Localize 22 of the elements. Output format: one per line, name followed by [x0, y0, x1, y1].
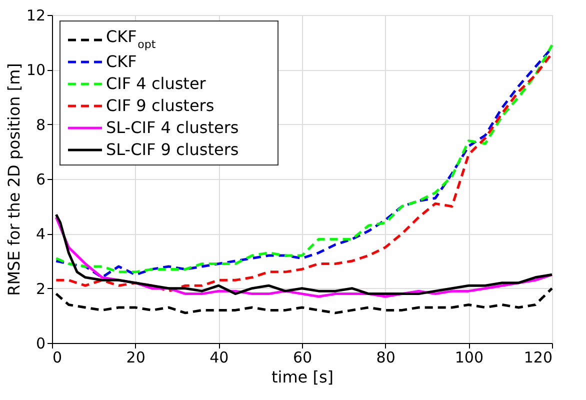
legend-label: CIF 9 clusters: [106, 96, 214, 115]
x-tick-label: 120: [524, 348, 552, 366]
y-tick-label: 10: [26, 61, 46, 80]
x-tick-label: 20: [126, 348, 146, 366]
x-tick-label: 40: [210, 348, 229, 366]
y-tick-label: 0: [36, 334, 46, 352]
legend-label: SL-CIF 9 clusters: [106, 140, 239, 159]
legend-label: CKF: [106, 52, 137, 71]
x-tick-label: 100: [454, 348, 484, 366]
y-tick-label: 2: [36, 280, 46, 298]
line-series: [54, 287, 554, 314]
x-tick-label: 60: [292, 348, 312, 366]
legend-label: SL-CIF 4 clusters: [106, 118, 239, 137]
y-tick-label: 8: [36, 116, 46, 134]
y-tick-label: 6: [36, 170, 46, 188]
x-axis-title: time [s]: [271, 368, 334, 386]
x-tick-label: 0: [52, 348, 62, 366]
y-tick-label: 4: [36, 225, 46, 244]
legend-label: CIF 4 cluster: [106, 74, 206, 93]
y-tick-label: 12: [26, 6, 46, 24]
x-tick-label: 80: [376, 348, 396, 366]
y-axis-title: RMSE for the 2D position [m]: [4, 63, 24, 296]
